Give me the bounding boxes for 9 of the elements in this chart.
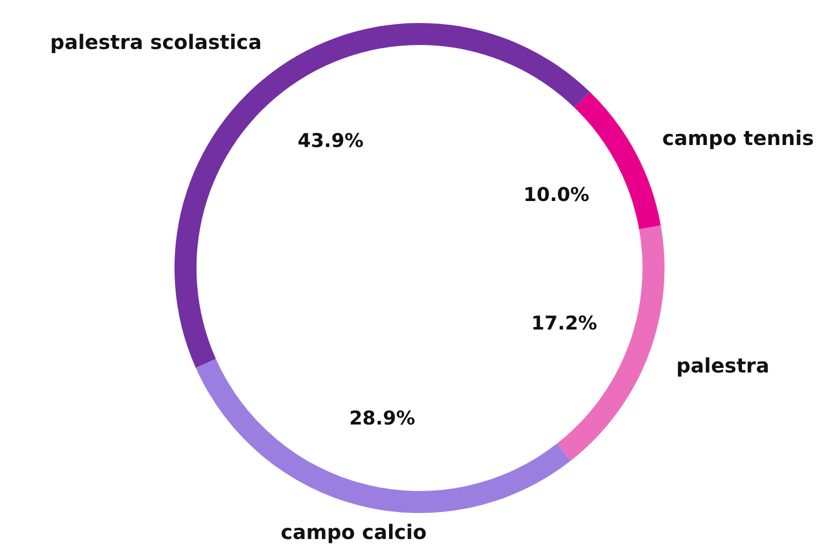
data-label: 43.9% xyxy=(298,130,364,152)
slice-label: campo calcio xyxy=(280,520,427,544)
slice-label: palestra xyxy=(676,353,770,378)
slice-label: campo tennis xyxy=(662,126,814,150)
data-label: 17.2% xyxy=(531,312,598,334)
donut-slice xyxy=(196,358,571,513)
data-label: 10.0% xyxy=(523,184,590,206)
slice-label: palestra scolastica xyxy=(50,30,262,54)
data-label: 28.9% xyxy=(349,407,416,430)
